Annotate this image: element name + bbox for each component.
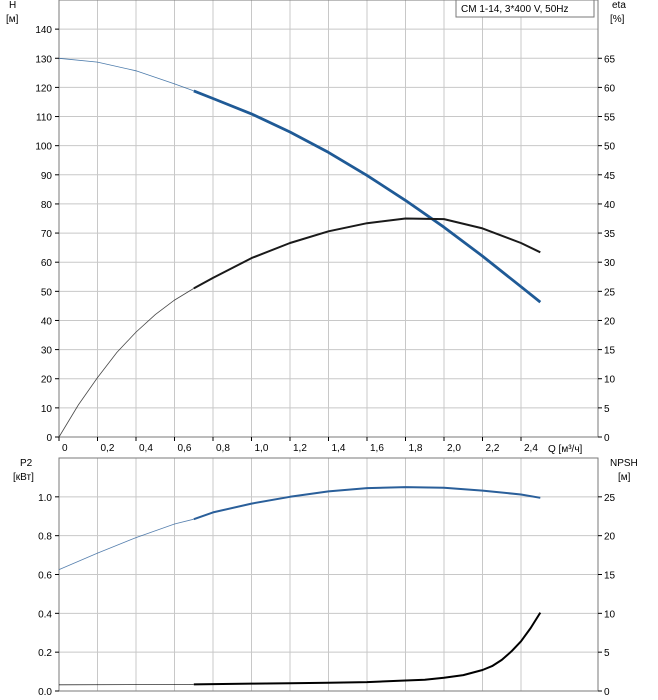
top-chart-grid xyxy=(58,0,598,438)
top-right-axis-unit: [%] xyxy=(610,14,625,25)
eta-curve-extrapolated xyxy=(58,288,195,438)
top-left-tick-label-2: 20 xyxy=(41,375,53,386)
top-left-tick-label-9: 90 xyxy=(41,171,53,182)
top-right-tick-label-1: 5 xyxy=(604,404,610,415)
top-right-tick-label-2: 10 xyxy=(604,375,616,386)
top-right-tick-label-5: 25 xyxy=(604,287,616,298)
top-left-axis-label: H xyxy=(9,0,16,11)
head-curve-extrapolated xyxy=(58,57,194,92)
bottom-left-tick-label-5: 1.0 xyxy=(38,493,52,504)
top-chart-ticks: 0 0,2 0,4 0,6 0,8 1,0 1,2 1,4 1,6 1,8 2,0 2,2 2,4 0 10… xyxy=(35,25,615,454)
top-right-tick-label-13: 65 xyxy=(604,54,616,65)
x-axis-label: Q [м³/ч] xyxy=(548,444,583,455)
x-tick-label-6: 1,2 xyxy=(293,443,307,454)
legend-box xyxy=(455,0,595,18)
bottom-left-tick-label-2: 0.4 xyxy=(38,609,52,620)
x-tick-label-12: 2,4 xyxy=(524,443,538,454)
bottom-left-tick-label-3: 0.6 xyxy=(38,571,52,582)
top-right-tick-label-9: 45 xyxy=(604,171,616,182)
bottom-right-tick-label-5: 25 xyxy=(604,493,616,504)
bottom-right-tick-label-3: 15 xyxy=(604,571,616,582)
top-right-tick-label-7: 35 xyxy=(604,229,616,240)
top-right-tick-label-0: 0 xyxy=(604,433,610,444)
head-curve xyxy=(193,89,542,304)
x-tick-label-2: 0,4 xyxy=(139,443,153,454)
x-tick-label-9: 1,8 xyxy=(409,443,423,454)
bottom-left-axis-label: P2 xyxy=(20,458,33,469)
bottom-left-tick-label-1: 0.2 xyxy=(38,648,52,659)
bottom-right-tick-label-1: 5 xyxy=(604,648,610,659)
bottom-left-tick-label-0: 0.0 xyxy=(38,687,52,698)
bottom-right-axis-label: NPSH xyxy=(610,458,638,469)
top-left-tick-label-10: 100 xyxy=(35,142,52,153)
bottom-right-tick-label-0: 0 xyxy=(604,687,610,698)
top-right-tick-label-11: 55 xyxy=(604,113,616,124)
top-right-tick-label-8: 40 xyxy=(604,200,616,211)
top-right-tick-label-10: 50 xyxy=(604,142,616,153)
top-right-tick-label-3: 15 xyxy=(604,346,616,357)
x-tick-label-11: 2,2 xyxy=(486,443,500,454)
top-left-axis-unit: [м] xyxy=(6,14,19,25)
bottom-right-axis-unit: [м] xyxy=(618,472,631,483)
bottom-left-tick-label-4: 0.8 xyxy=(38,532,52,543)
power-curve-extrapolated xyxy=(58,518,194,570)
bottom-chart-grid xyxy=(58,458,598,692)
eta-curve xyxy=(193,217,541,290)
bottom-right-tick-label-4: 20 xyxy=(604,532,616,543)
bottom-right-tick-label-2: 10 xyxy=(604,609,616,620)
bottom-chart-ticks: 0.0 0.2 0.4 0.6 0.8 1.0 0 5 10 15 20 25 xyxy=(38,493,615,698)
top-left-tick-label-8: 80 xyxy=(41,200,53,211)
bottom-chart-curves xyxy=(58,486,542,686)
x-tick-label-0: 0 xyxy=(62,443,68,454)
top-left-tick-label-13: 130 xyxy=(35,54,52,65)
x-tick-label-1: 0,2 xyxy=(101,443,115,454)
bottom-left-axis-unit: [кВт] xyxy=(13,472,34,483)
top-left-tick-label-4: 40 xyxy=(41,316,53,327)
npsh-curve xyxy=(193,612,542,686)
top-left-tick-label-14: 140 xyxy=(35,25,52,36)
top-left-tick-label-7: 70 xyxy=(41,229,53,240)
top-right-tick-label-4: 20 xyxy=(604,316,616,327)
x-tick-label-7: 1,4 xyxy=(332,443,346,454)
top-left-tick-label-6: 60 xyxy=(41,258,53,269)
top-right-axis-label: eta xyxy=(612,0,626,11)
legend-title: CM 1-14, 3*400 V, 50Hz xyxy=(461,4,568,15)
top-left-tick-label-0: 0 xyxy=(46,433,52,444)
top-left-tick-label-5: 50 xyxy=(41,287,53,298)
top-left-tick-label-3: 30 xyxy=(41,346,53,357)
power-curve xyxy=(193,486,541,521)
top-left-tick-label-12: 120 xyxy=(35,83,52,94)
x-tick-label-4: 0,8 xyxy=(216,443,230,454)
top-left-tick-label-1: 10 xyxy=(41,404,53,415)
top-left-tick-label-11: 110 xyxy=(36,113,52,124)
top-right-tick-label-6: 30 xyxy=(604,258,616,269)
top-right-tick-label-12: 60 xyxy=(604,83,616,94)
x-tick-label-10: 2,0 xyxy=(447,443,461,454)
x-tick-label-5: 1,0 xyxy=(255,443,269,454)
top-chart-curves xyxy=(58,57,542,438)
x-tick-label-3: 0,6 xyxy=(178,443,192,454)
x-tick-label-8: 1,6 xyxy=(370,443,384,454)
